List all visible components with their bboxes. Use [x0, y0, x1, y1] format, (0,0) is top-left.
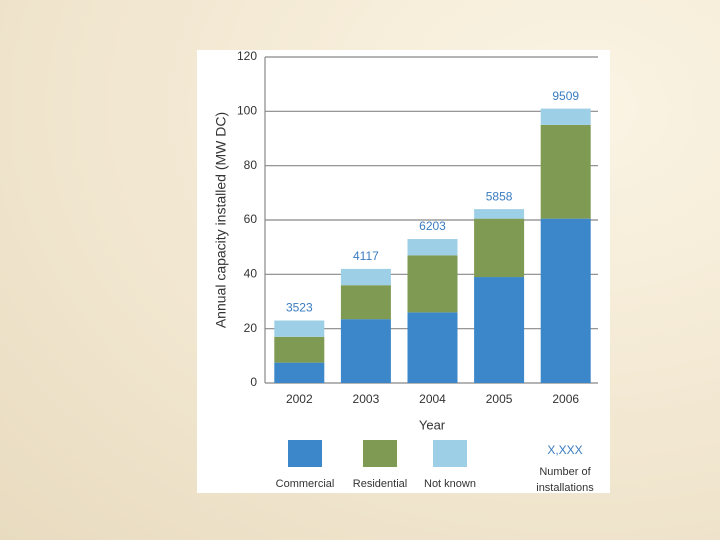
installations-label: 4117 — [353, 249, 379, 263]
y-tick-label: 60 — [244, 212, 258, 226]
bar-segment — [340, 285, 391, 320]
installations-label: 3523 — [286, 301, 313, 315]
legend-swatch — [363, 440, 397, 467]
legend-label: Residential — [353, 478, 407, 490]
bar-segment — [274, 362, 325, 383]
x-tick-label: 2006 — [552, 392, 579, 406]
bar-segment — [540, 108, 591, 125]
y-axis-label: Annual capacity installed (MW DC) — [213, 112, 229, 328]
x-tick-label: 2004 — [419, 392, 446, 406]
legend-label: Not known — [424, 478, 476, 490]
bar-segment — [474, 277, 525, 383]
bar-segment — [274, 320, 325, 337]
bar-segment — [474, 218, 525, 278]
legend-swatch — [433, 440, 467, 467]
bar-segment — [407, 312, 458, 383]
x-tick-label: 2002 — [286, 392, 313, 406]
installations-label: 5858 — [486, 189, 513, 203]
y-tick-label: 20 — [244, 321, 258, 335]
x-axis-label: Year — [419, 417, 446, 432]
bar-segment — [474, 209, 525, 219]
installations-label: 9509 — [552, 89, 579, 103]
y-tick-label: 120 — [237, 49, 257, 63]
bar-segment — [407, 255, 458, 313]
bar-segment — [407, 239, 458, 256]
bar-segment — [540, 218, 591, 383]
y-tick-label: 100 — [237, 104, 257, 118]
y-tick-label: 40 — [244, 267, 258, 281]
bar-segment — [340, 319, 391, 383]
installations-legend-marker: X,XXX — [547, 443, 582, 457]
legend-swatch — [288, 440, 322, 467]
y-tick-label: 0 — [250, 375, 257, 389]
bar-segment — [340, 268, 391, 286]
installations-label: 6203 — [419, 219, 446, 233]
installations-legend-text: Number of — [539, 466, 591, 478]
y-tick-label: 80 — [244, 158, 258, 172]
x-tick-label: 2003 — [353, 392, 380, 406]
legend-label: Commercial — [276, 478, 335, 490]
installations-legend-text: installations — [536, 482, 594, 494]
bar-segment — [274, 336, 325, 363]
bar-segment — [540, 124, 591, 219]
x-tick-label: 2005 — [486, 392, 513, 406]
